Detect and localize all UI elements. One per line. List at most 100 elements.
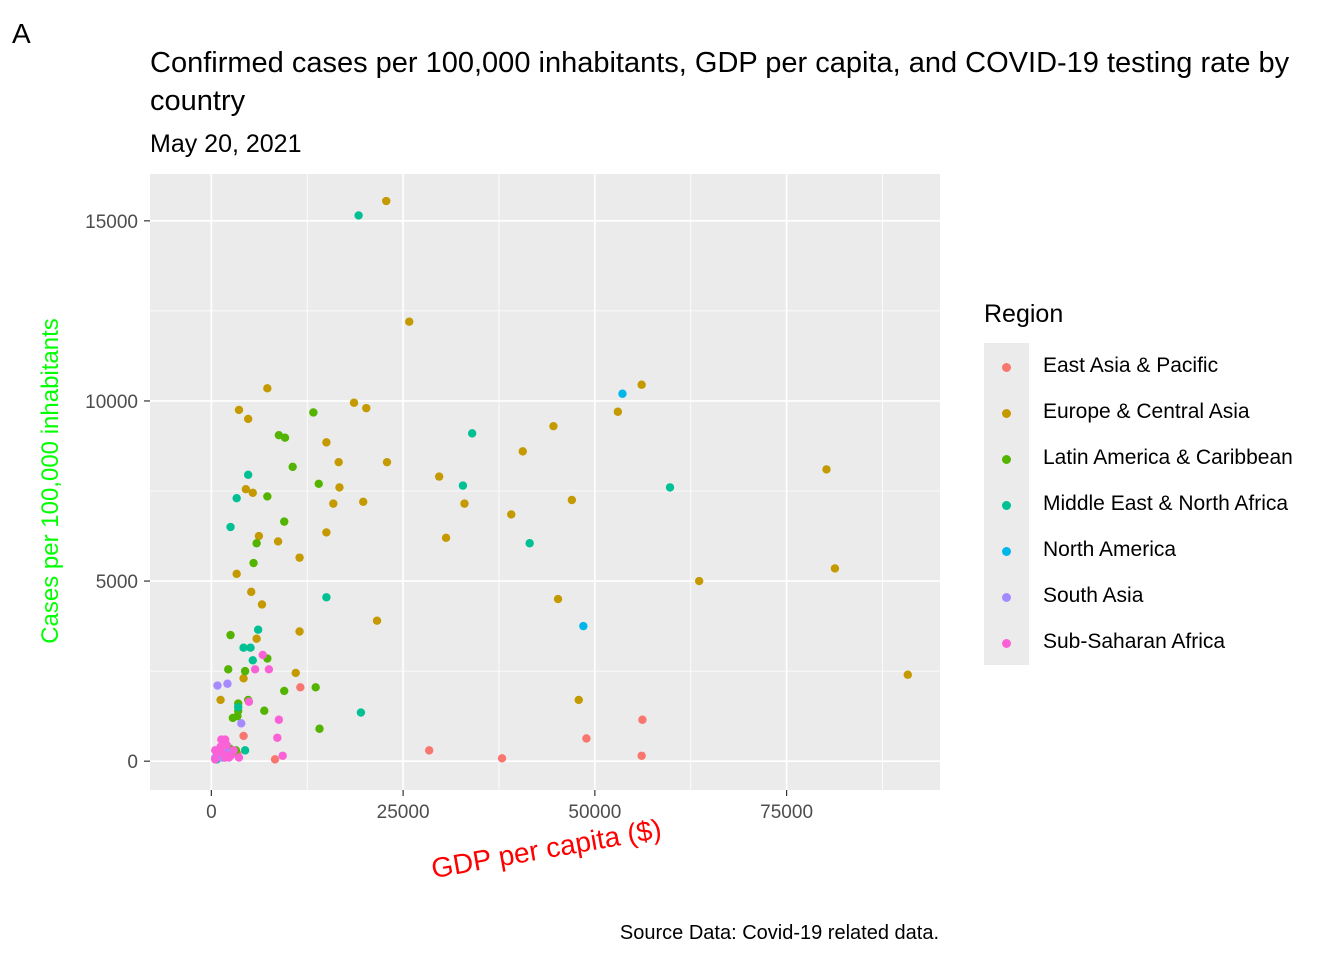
data-point (247, 587, 256, 597)
data-point (507, 510, 516, 519)
data-point (216, 695, 225, 705)
data-point (243, 414, 253, 424)
data-point (252, 634, 261, 643)
data-point (582, 734, 591, 743)
data-point (315, 724, 324, 733)
data-point (322, 593, 331, 602)
data-point (280, 686, 289, 696)
data-point (273, 733, 282, 742)
data-point (349, 398, 359, 407)
data-point (252, 539, 261, 548)
data-point (234, 753, 244, 762)
data-point (613, 407, 623, 416)
data-point (574, 695, 583, 705)
y-tick-label: 10000 (85, 392, 138, 413)
data-point (232, 569, 241, 579)
data-point (549, 421, 558, 431)
y-tick-label: 5000 (96, 572, 138, 593)
data-point (258, 650, 267, 660)
data-point (525, 539, 534, 548)
data-point (263, 492, 272, 501)
data-point (322, 438, 331, 447)
data-point (567, 495, 577, 505)
data-point (273, 537, 283, 546)
data-point (248, 488, 257, 498)
legend-label: Middle East & North Africa (1043, 492, 1289, 515)
data-point (434, 472, 444, 481)
data-point (638, 715, 647, 724)
data-point (359, 497, 368, 507)
data-point (249, 558, 258, 568)
data-point (296, 683, 305, 692)
chart-subtitle: May 20, 2021 (150, 130, 302, 158)
data-point (228, 713, 238, 723)
data-point (210, 755, 220, 764)
data-point (553, 594, 563, 604)
data-point (232, 494, 241, 503)
data-point (903, 670, 912, 679)
data-point (356, 708, 366, 717)
data-point (618, 389, 627, 398)
data-point (458, 481, 468, 490)
data-point (295, 553, 304, 562)
data-point (309, 408, 318, 417)
data-point (220, 753, 230, 762)
x-tick-label: 0 (206, 802, 217, 823)
data-point (234, 702, 243, 712)
data-point (694, 576, 704, 586)
y-tick-label: 0 (127, 752, 138, 773)
legend-label: South Asia (1043, 584, 1144, 607)
data-point (382, 196, 391, 206)
y-axis-label: Cases per 100,000 inhabitants (37, 318, 64, 644)
data-point (467, 429, 477, 438)
data-point (270, 755, 280, 764)
data-point (424, 746, 434, 755)
data-point (248, 656, 257, 665)
data-point (460, 499, 469, 508)
legend-label: North America (1043, 538, 1177, 561)
data-point (334, 457, 343, 467)
data-point (253, 625, 263, 634)
data-point (822, 465, 831, 474)
data-point (288, 462, 297, 472)
x-tick-label: 25000 (377, 802, 430, 823)
data-point (246, 643, 255, 652)
major-gridlines (150, 174, 940, 790)
data-point (637, 751, 646, 760)
legend-key (1002, 638, 1011, 648)
data-point (257, 600, 267, 609)
data-point (497, 754, 507, 763)
data-point (280, 433, 290, 442)
data-point (314, 479, 323, 489)
axes: 0 25000 50000 75000 0 5000 10000 15000 (85, 212, 813, 823)
legend-label: Latin America & Caribbean (1043, 446, 1293, 469)
data-point (295, 627, 304, 636)
data-point (229, 746, 238, 755)
data-point (213, 681, 222, 690)
data-point (239, 643, 248, 652)
data-point (830, 564, 840, 573)
chart-title: Confirmed cases per 100,000 inhabitants,… (150, 47, 1290, 117)
data-point (354, 211, 363, 220)
data-point (234, 405, 244, 415)
legend-key (1002, 500, 1011, 510)
legend-key (1002, 546, 1011, 556)
data-point (226, 522, 235, 532)
data-point (239, 731, 248, 741)
x-tick-label: 50000 (568, 802, 621, 823)
minor-gridlines (150, 174, 940, 790)
data-point (280, 517, 289, 526)
legend-label: Sub-Saharan Africa (1043, 630, 1226, 653)
y-tick-label: 15000 (85, 212, 138, 233)
data-point (264, 665, 274, 674)
data-point (518, 447, 527, 456)
legend-label: East Asia & Pacific (1043, 354, 1219, 377)
x-tick-label: 75000 (760, 802, 813, 823)
data-point (224, 665, 233, 674)
data-point (372, 616, 382, 625)
legend-title: Region (984, 300, 1064, 328)
data-point (222, 740, 231, 750)
data-point (322, 528, 331, 537)
legend-key (1002, 408, 1011, 418)
